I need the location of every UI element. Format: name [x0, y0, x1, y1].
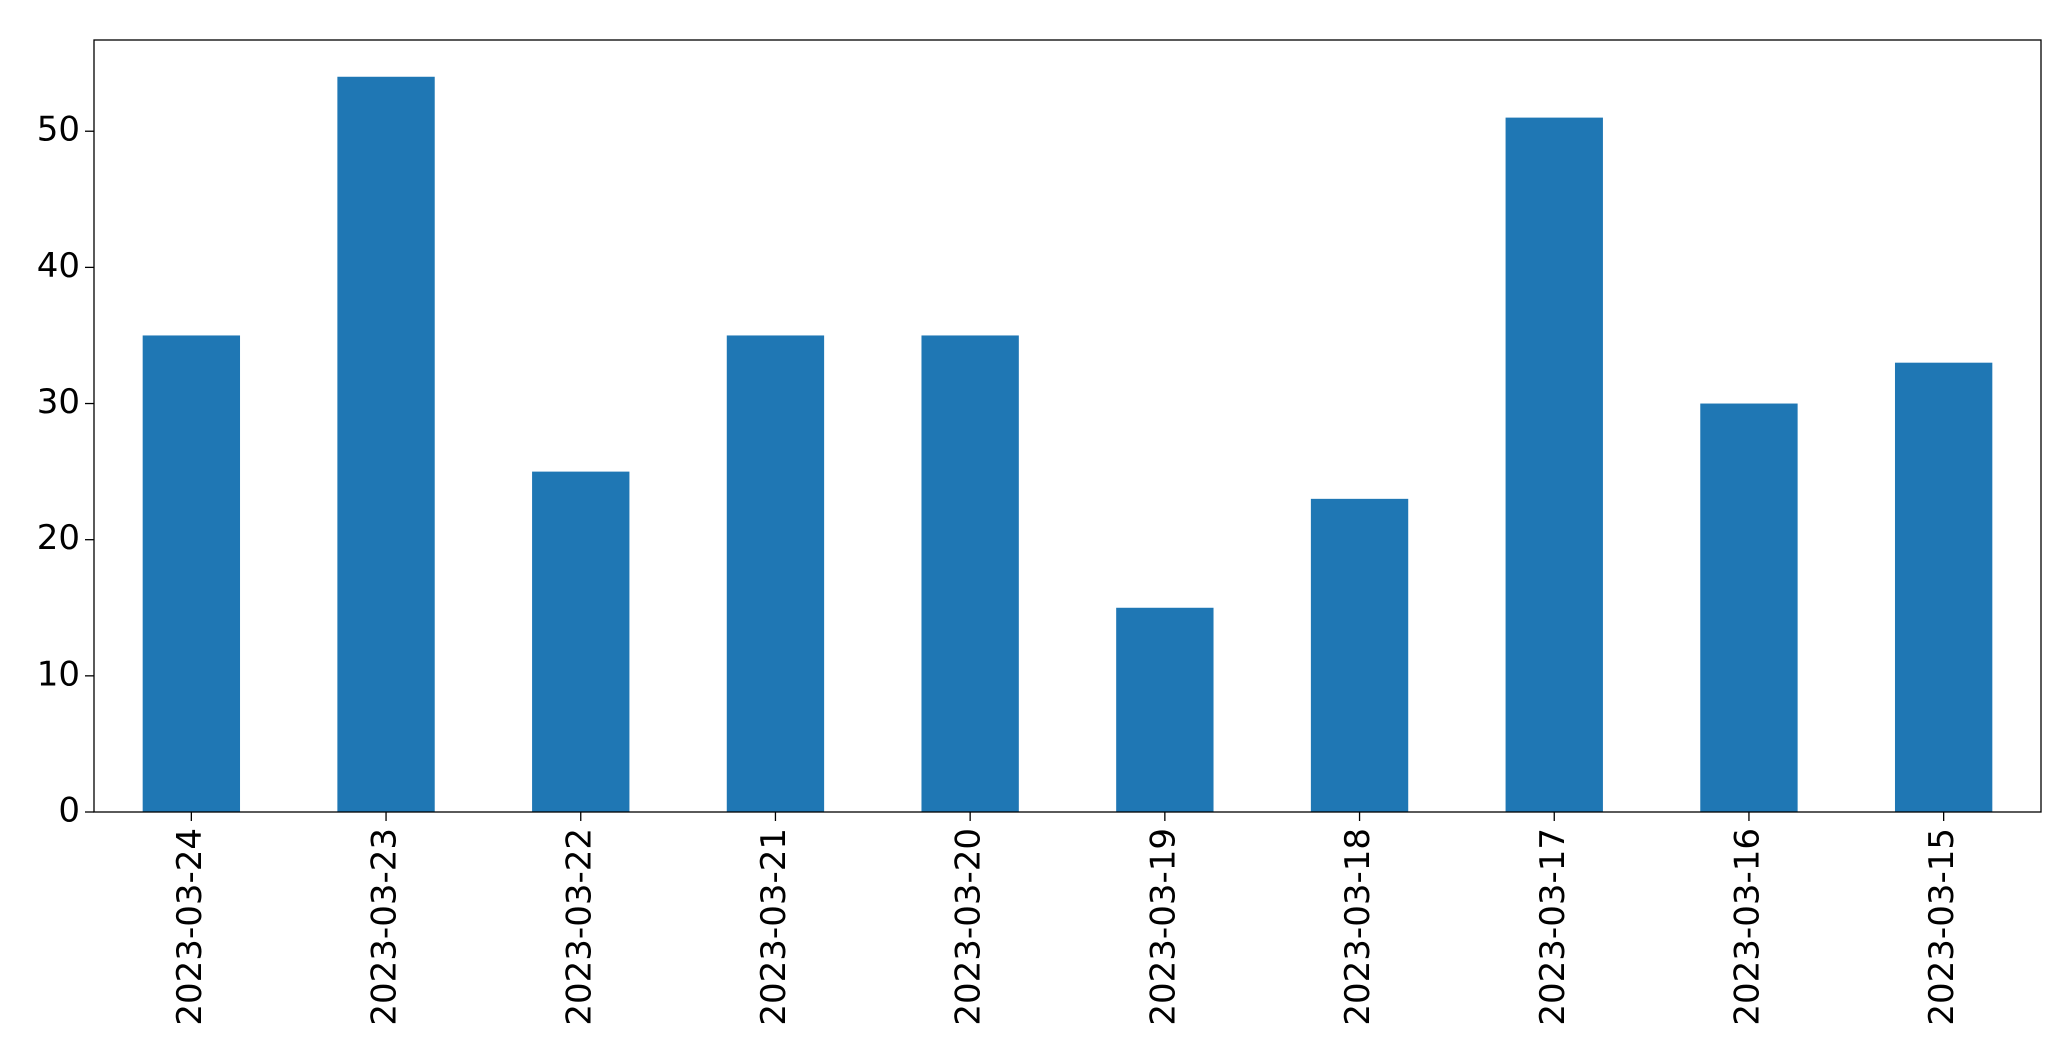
x-tick-label: 2023-03-17: [1533, 828, 1573, 1026]
y-tick-label: 30: [37, 382, 80, 422]
bar: [1505, 117, 1603, 813]
bar: [1116, 607, 1214, 812]
bar: [921, 335, 1019, 812]
y-tick-label: 10: [37, 654, 80, 694]
y-tick-label: 20: [37, 518, 80, 558]
x-tick-label: 2023-03-21: [754, 828, 794, 1026]
x-tick-label: 2023-03-16: [1727, 828, 1767, 1026]
bar: [142, 335, 241, 812]
bar: [1700, 403, 1798, 812]
y-tick-label: 40: [37, 246, 80, 286]
x-tick-label: 2023-03-20: [949, 828, 989, 1026]
bar: [532, 471, 630, 812]
bar: [1310, 498, 1409, 812]
x-tick-label: 2023-03-23: [365, 828, 405, 1026]
bar: [337, 76, 435, 812]
x-tick-label: 2023-03-22: [559, 828, 599, 1026]
y-tick-label: 50: [37, 110, 80, 150]
x-tick-label: 2023-03-18: [1338, 828, 1378, 1026]
bar: [726, 335, 825, 812]
y-tick-label: 0: [58, 791, 80, 831]
x-tick-label: 2023-03-24: [170, 828, 210, 1026]
bar: [1894, 362, 1993, 812]
x-tick-label: 2023-03-19: [1143, 828, 1183, 1026]
plot-frame: [93, 39, 2042, 813]
x-tick-label: 2023-03-15: [1922, 828, 1962, 1026]
